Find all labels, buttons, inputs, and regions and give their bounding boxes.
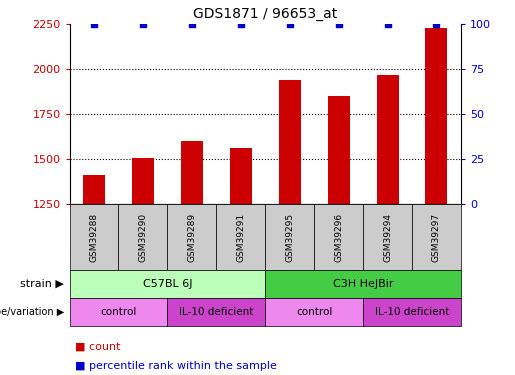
- Text: GSM39296: GSM39296: [334, 213, 343, 262]
- Point: [432, 21, 440, 27]
- Text: ■ percentile rank within the sample: ■ percentile rank within the sample: [75, 361, 277, 370]
- Text: control: control: [296, 307, 332, 317]
- Text: GSM39295: GSM39295: [285, 213, 294, 262]
- Point: [139, 21, 147, 27]
- Text: genotype/variation ▶: genotype/variation ▶: [0, 307, 64, 317]
- Bar: [83, 175, 105, 375]
- Bar: [376, 75, 399, 375]
- Point: [335, 21, 343, 27]
- Text: IL-10 deficient: IL-10 deficient: [375, 307, 449, 317]
- Point: [90, 21, 98, 27]
- Text: C3H HeJBir: C3H HeJBir: [333, 279, 393, 289]
- Point: [236, 21, 245, 27]
- Point: [187, 21, 196, 27]
- Bar: [328, 96, 350, 375]
- Point: [285, 21, 294, 27]
- Text: IL-10 deficient: IL-10 deficient: [179, 307, 253, 317]
- Point: [383, 21, 391, 27]
- Text: GSM39288: GSM39288: [90, 213, 98, 262]
- Text: strain ▶: strain ▶: [21, 279, 64, 289]
- Text: control: control: [100, 307, 136, 317]
- Text: ■ count: ■ count: [75, 342, 120, 352]
- Text: GSM39291: GSM39291: [236, 213, 245, 262]
- Bar: [279, 80, 301, 375]
- Text: GSM39290: GSM39290: [139, 213, 147, 262]
- Bar: [230, 148, 252, 375]
- Title: GDS1871 / 96653_at: GDS1871 / 96653_at: [193, 7, 337, 21]
- Text: GSM39297: GSM39297: [432, 213, 441, 262]
- Bar: [181, 141, 203, 375]
- Text: GSM39289: GSM39289: [187, 213, 196, 262]
- Text: GSM39294: GSM39294: [383, 213, 392, 262]
- Bar: [132, 158, 154, 375]
- Bar: [425, 28, 448, 375]
- Text: C57BL 6J: C57BL 6J: [143, 279, 192, 289]
